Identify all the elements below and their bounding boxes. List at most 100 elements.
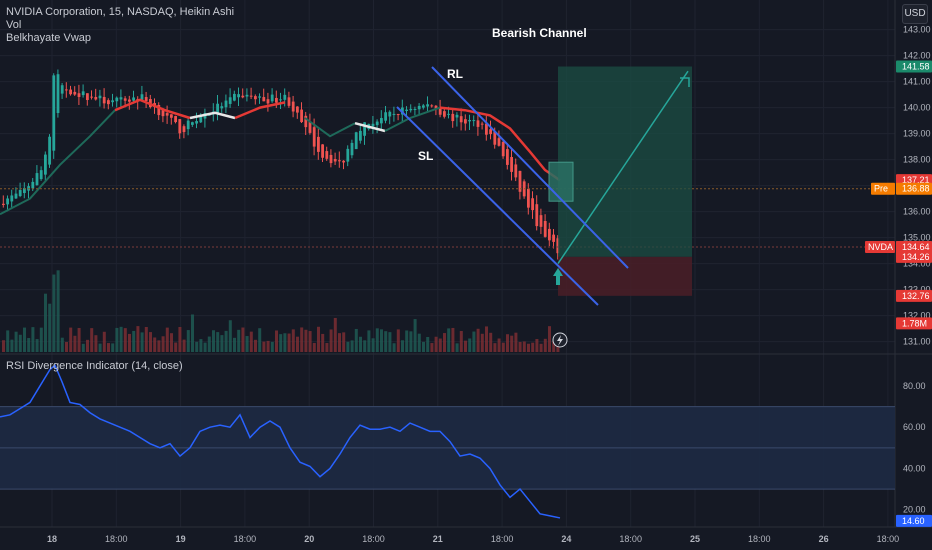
- volume-bar: [56, 270, 60, 352]
- legend-vwap[interactable]: Belkhayate Vwap: [6, 32, 91, 44]
- rsi-tick-label: 80.00: [903, 381, 926, 391]
- volume-bar: [14, 331, 18, 352]
- volume-bar: [115, 327, 119, 352]
- volume-bar: [506, 334, 509, 352]
- volume-bar: [270, 341, 274, 352]
- candle-body: [119, 97, 123, 100]
- candle-body: [312, 127, 316, 147]
- candle-body: [115, 97, 119, 102]
- price-tick-label: 134.00: [903, 259, 931, 269]
- candle-body: [275, 97, 278, 103]
- price-tick-label: 143.00: [903, 25, 931, 35]
- candle-body: [220, 106, 224, 109]
- volume-bar: [65, 342, 68, 352]
- channel-lower-line: [396, 106, 599, 306]
- candle-body: [434, 105, 438, 110]
- volume-bar: [52, 274, 56, 352]
- volume-bar: [363, 340, 367, 352]
- candle-body: [2, 203, 5, 205]
- candle-body: [510, 157, 513, 172]
- candle-body: [443, 111, 446, 117]
- legend-symbol[interactable]: NVIDIA Corporation, 15, NASDAQ, Heikin A…: [6, 6, 235, 18]
- vwap-line-white: [189, 111, 236, 120]
- price-label-box: [896, 240, 932, 253]
- time-tick-label: 19: [176, 534, 186, 544]
- candle-body: [346, 148, 350, 162]
- candle-body: [426, 104, 429, 107]
- volume-bar: [39, 327, 43, 352]
- price-label-prefix: NVDA: [868, 242, 893, 252]
- candle-body: [266, 99, 270, 104]
- volume-bar: [501, 342, 505, 352]
- volume-bar: [241, 327, 245, 352]
- rsi-legend[interactable]: RSI Divergence Indicator (14, close): [6, 360, 183, 372]
- target-arrowhead: [680, 77, 690, 87]
- volume-bar: [367, 330, 371, 352]
- volume-bar: [552, 341, 556, 352]
- time-tick-label: 20: [304, 534, 314, 544]
- time-tick-label: 18:00: [619, 534, 642, 544]
- time-tick-label: 18:00: [491, 534, 514, 544]
- candle-body: [23, 188, 26, 194]
- volume-bar: [384, 331, 388, 352]
- volume-bar: [182, 339, 186, 352]
- rsi-tick-label: 40.00: [903, 463, 926, 473]
- candle-body: [73, 91, 77, 95]
- candle-body: [539, 215, 543, 227]
- candle-body: [178, 119, 182, 134]
- flash-icon-bolt: [557, 335, 563, 346]
- candle-body: [333, 159, 337, 162]
- candle-body: [371, 123, 375, 127]
- volume-bar: [35, 339, 39, 352]
- currency-button[interactable]: USD: [902, 4, 928, 24]
- candle-body: [552, 234, 555, 242]
- candle-body: [384, 112, 387, 121]
- candle-body: [249, 95, 253, 97]
- volume-layer: [2, 270, 560, 352]
- volume-bar: [476, 328, 480, 352]
- candle-body: [468, 119, 471, 122]
- volume-bar: [123, 328, 127, 352]
- volume-bar: [10, 339, 14, 352]
- legend: NVIDIA Corporation, 15, NASDAQ, Heikin A…: [6, 6, 234, 45]
- vwap-line-white: [354, 121, 386, 133]
- volume-bar: [94, 335, 98, 352]
- candle-body: [186, 120, 190, 130]
- vwap-line-green: [304, 117, 356, 138]
- candle-body: [338, 160, 341, 162]
- volume-bar: [174, 342, 178, 352]
- volume-bar: [191, 314, 194, 352]
- legend-vol[interactable]: Vol: [6, 19, 22, 31]
- vwap-line-red: [114, 98, 191, 120]
- volume-bar: [422, 341, 425, 352]
- vwap-line-green: [0, 109, 116, 216]
- candle-body: [233, 93, 236, 101]
- candle-body: [527, 188, 530, 208]
- candle-body: [447, 113, 450, 115]
- price-label-value: 136.88: [902, 184, 930, 194]
- candle-body: [354, 132, 358, 150]
- candle-body: [31, 181, 35, 189]
- candle-body: [81, 91, 85, 96]
- volume-bar: [447, 328, 451, 352]
- volume-bar: [165, 327, 169, 352]
- volume-bar: [90, 328, 94, 352]
- candle-body: [472, 120, 476, 122]
- candle-body: [283, 94, 287, 100]
- volume-bar: [60, 337, 64, 352]
- volume-bar: [216, 332, 220, 352]
- volume-bar: [44, 293, 47, 352]
- channel-upper-line: [431, 66, 629, 269]
- volume-bar: [434, 336, 438, 352]
- volume-bar: [371, 338, 375, 352]
- candle-body: [132, 97, 135, 101]
- volume-bar: [2, 340, 5, 352]
- candle-body: [228, 97, 232, 104]
- candle-body: [300, 109, 303, 123]
- volume-bar: [119, 326, 123, 352]
- time-tick-label: 21: [433, 534, 443, 544]
- price-label-prefix-box: [871, 182, 895, 195]
- candle-body: [422, 105, 425, 108]
